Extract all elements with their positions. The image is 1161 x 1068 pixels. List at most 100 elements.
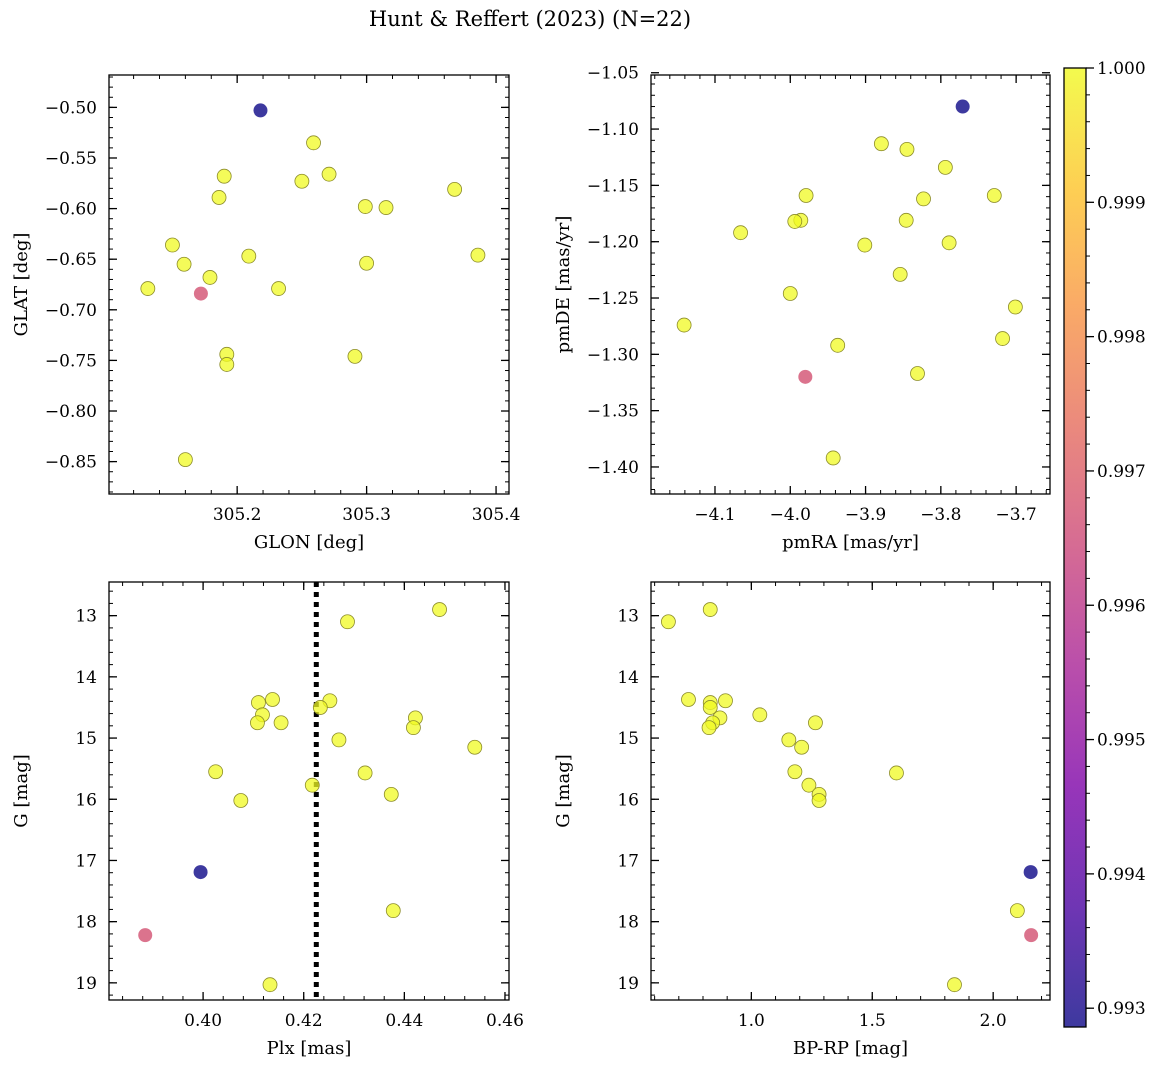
data-point <box>1009 903 1025 919</box>
data-point <box>676 317 692 333</box>
data-point <box>986 188 1002 203</box>
data-point <box>825 450 841 466</box>
colorbar-tick-label: 0.993 <box>1097 999 1146 1019</box>
data-point <box>219 357 235 372</box>
x-axis-label: GLON [deg] <box>254 532 364 553</box>
y-tick-label: 17 <box>617 851 639 871</box>
colorbar-tick-label: 0.995 <box>1097 731 1146 751</box>
y-tick-label: 19 <box>75 974 97 994</box>
data-point <box>177 452 193 467</box>
y-tick-label: −0.65 <box>45 250 97 270</box>
data-point <box>781 732 797 748</box>
data-point <box>889 765 904 781</box>
y-tick-label: −1.20 <box>587 233 639 253</box>
x-tick-label: −4.1 <box>694 505 735 525</box>
data-point <box>787 764 803 780</box>
data-point <box>857 237 873 253</box>
data-point <box>916 191 931 207</box>
data-point <box>801 777 817 793</box>
x-tick-label: 1.0 <box>738 1011 765 1031</box>
data-point <box>733 225 748 241</box>
data-point <box>241 248 257 264</box>
y-axis-label: pmDE [mas/yr] <box>553 216 574 354</box>
y-tick-label: −1.30 <box>587 345 639 365</box>
data-point <box>661 614 676 630</box>
data-point <box>702 602 718 617</box>
x-tick-label: −3.8 <box>920 505 961 525</box>
colorbar-gradient <box>1064 68 1086 1027</box>
plot-frame <box>108 74 510 495</box>
colorbar-tick-label: 0.997 <box>1097 462 1146 482</box>
data-point <box>794 739 810 755</box>
y-tick-label: −1.25 <box>587 289 639 309</box>
data-point <box>995 331 1010 346</box>
colorbar-tick-label: 0.999 <box>1097 193 1146 213</box>
data-point <box>898 212 914 228</box>
data-point <box>941 235 957 251</box>
data-point <box>892 266 908 282</box>
y-tick-label: 17 <box>75 851 97 871</box>
data-point <box>306 135 321 151</box>
y-tick-label: −0.60 <box>45 200 97 220</box>
data-point <box>347 348 363 364</box>
x-tick-label: 305.2 <box>213 505 262 525</box>
y-tick-label: 16 <box>75 790 97 810</box>
y-axis-label: G [mag] <box>553 754 574 827</box>
colorbar-tick-label: 0.998 <box>1097 328 1146 348</box>
data-point <box>357 765 373 781</box>
x-axis-label: pmRA [mas/yr] <box>782 532 919 553</box>
data-point <box>340 614 355 630</box>
data-point <box>383 786 399 802</box>
y-tick-label: 13 <box>75 607 97 627</box>
data-point <box>321 166 337 182</box>
data-point <box>811 793 827 808</box>
data-point <box>193 286 208 301</box>
x-tick-label: 305.3 <box>342 505 391 525</box>
data-point <box>250 715 265 731</box>
data-point <box>467 739 483 755</box>
x-tick-label: −4.0 <box>770 505 811 525</box>
data-point <box>681 692 696 707</box>
y-tick-label: −0.50 <box>45 98 97 118</box>
data-point <box>176 256 192 272</box>
data-point <box>406 720 421 736</box>
y-tick-label: −1.35 <box>587 402 639 422</box>
plot-frame <box>650 74 1051 495</box>
y-tick-label: −1.40 <box>587 458 639 478</box>
x-tick-label: −3.7 <box>995 505 1036 525</box>
plot-frame <box>650 581 1051 1001</box>
colorbar-tick-label: 0.994 <box>1097 865 1146 885</box>
data-point <box>947 977 962 993</box>
data-point <box>304 777 320 793</box>
data-point <box>910 366 925 381</box>
data-point <box>808 715 823 731</box>
data-point <box>233 793 249 808</box>
data-point <box>787 214 803 229</box>
data-point <box>211 190 227 205</box>
data-point <box>294 173 310 189</box>
data-point <box>701 720 717 736</box>
data-point <box>312 700 328 715</box>
scatter-panel-4: 1.0 1.5 2.0 13 14 15 16 17 18 19 BP-RP [mag] G [mag… <box>553 581 1051 1059</box>
figure-title: Hunt & Reffert (2023) (N=22) <box>369 7 691 31</box>
data-points <box>140 103 486 467</box>
colorbar-tick-label: 0.996 <box>1097 596 1146 616</box>
y-tick-label: 14 <box>617 668 639 688</box>
data-points <box>138 602 483 993</box>
data-point <box>359 255 375 271</box>
y-tick-label: −1.15 <box>587 176 639 196</box>
x-tick-label: 0.44 <box>385 1011 423 1031</box>
data-point <box>752 707 768 723</box>
y-tick-label: −0.75 <box>45 351 97 371</box>
data-point <box>138 928 153 943</box>
data-point <box>262 977 278 993</box>
x-tick-label: 0.46 <box>486 1011 524 1031</box>
y-tick-label: −1.05 <box>587 64 639 84</box>
data-points <box>676 99 1023 466</box>
data-point <box>202 270 218 285</box>
y-tick-label: 16 <box>617 790 639 810</box>
data-point <box>782 286 798 301</box>
data-point <box>955 99 970 114</box>
x-axis-label: BP-RP [mag] <box>793 1038 908 1059</box>
x-tick-label: 0.40 <box>184 1011 222 1031</box>
